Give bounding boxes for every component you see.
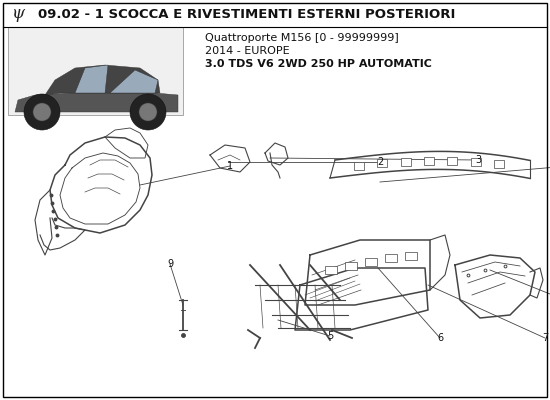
- Text: 09.02 - 1 SCOCCA E RIVESTIMENTI ESTERNI POSTERIORI: 09.02 - 1 SCOCCA E RIVESTIMENTI ESTERNI …: [38, 8, 455, 20]
- Circle shape: [33, 103, 51, 121]
- Circle shape: [130, 94, 166, 130]
- Text: 3: 3: [475, 155, 481, 165]
- Bar: [325, 266, 337, 274]
- Bar: [494, 160, 504, 168]
- Text: 6: 6: [437, 333, 443, 343]
- Bar: [377, 159, 387, 167]
- Bar: [400, 158, 411, 166]
- Text: 2: 2: [377, 157, 383, 167]
- Circle shape: [24, 94, 60, 130]
- Bar: [424, 156, 434, 164]
- Text: 7: 7: [542, 333, 548, 343]
- Text: 3.0 TDS V6 2WD 250 HP AUTOMATIC: 3.0 TDS V6 2WD 250 HP AUTOMATIC: [205, 59, 432, 69]
- Bar: [405, 252, 417, 260]
- Polygon shape: [110, 70, 158, 93]
- Text: 2014 - EUROPE: 2014 - EUROPE: [205, 46, 290, 56]
- Polygon shape: [15, 93, 178, 112]
- Text: 5: 5: [327, 331, 333, 341]
- Bar: [365, 258, 377, 266]
- Bar: [8, 27, 183, 115]
- Bar: [471, 158, 481, 166]
- Bar: [345, 262, 357, 270]
- Text: 9: 9: [167, 259, 173, 269]
- Bar: [354, 162, 364, 170]
- Text: ψ: ψ: [12, 6, 25, 22]
- Bar: [447, 157, 458, 165]
- Bar: [385, 254, 397, 262]
- Text: Quattroporte M156 [0 - 99999999]: Quattroporte M156 [0 - 99999999]: [205, 33, 399, 43]
- Text: 1: 1: [227, 161, 233, 171]
- Polygon shape: [75, 65, 108, 93]
- Polygon shape: [45, 65, 160, 95]
- Circle shape: [139, 103, 157, 121]
